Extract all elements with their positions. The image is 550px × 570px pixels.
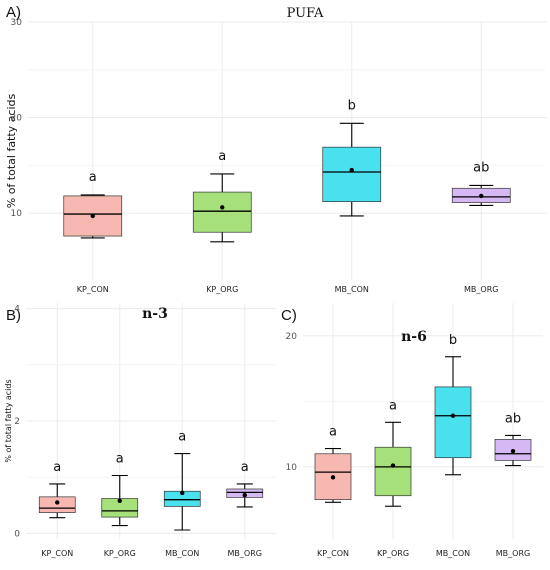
significance-letter: a [329, 425, 337, 440]
box-mb-org: ab MB_ORG [451, 160, 511, 294]
mean-point [90, 213, 95, 219]
box-kp-con: a KP_CON [314, 425, 352, 558]
panel-label: A) [6, 4, 21, 21]
y-tick-label: 10 [11, 209, 23, 219]
mean-point [450, 413, 456, 418]
mean-point [55, 500, 60, 505]
significance-letter: a [178, 430, 186, 445]
mean-point [349, 167, 354, 173]
box-kp-con: a KP_CON [38, 460, 76, 558]
significance-letter: a [389, 398, 397, 413]
x-tick-label: MB_ORG [464, 285, 498, 294]
box-kp-org: a KP_ORG [374, 398, 412, 558]
significance-letter: ab [505, 411, 521, 426]
significance-letter: a [53, 460, 61, 475]
x-tick-label: KP_CON [77, 285, 109, 294]
panel-c: C) n-6 10 20 a KP_CON a KP_ORG b MB_CON ab MB_ORG [281, 303, 543, 558]
significance-letter: b [348, 98, 356, 113]
y-tick-label: 20 [11, 114, 23, 124]
mean-point [390, 463, 396, 468]
y-tick-label: 20 [286, 332, 298, 342]
significance-letter: a [116, 452, 124, 467]
box-mb-con: b MB_CON [434, 333, 472, 558]
chart-title: n-6 [401, 329, 427, 345]
mean-point [220, 205, 225, 210]
y-tick-label: 30 [11, 18, 23, 28]
box-mb-org: a MB_ORG [226, 460, 264, 558]
box-iqr [374, 446, 412, 497]
box-iqr [192, 191, 252, 233]
mean-point [242, 492, 247, 498]
box-mb-con: a MB_CON [163, 430, 201, 558]
box-kp-org: a KP_ORG [101, 452, 139, 558]
box-iqr [38, 496, 76, 513]
significance-letter: ab [473, 160, 489, 175]
x-tick-label: MB_CON [335, 285, 369, 294]
mean-point [510, 448, 516, 454]
x-tick-label: MB_CON [436, 549, 470, 558]
y-tick-label: 10 [286, 463, 298, 473]
x-tick-label: KP_ORG [104, 549, 136, 558]
chart-title: n-3 [142, 306, 168, 322]
y-axis-label: % of total fatty acids [4, 379, 13, 462]
significance-letter: b [449, 333, 457, 348]
panel-label: C) [281, 307, 297, 324]
mean-point [330, 475, 336, 480]
x-tick-label: KP_ORG [206, 285, 238, 294]
y-tick-label: 2 [14, 417, 20, 427]
mean-point [117, 498, 122, 503]
box-mb-org: ab MB_ORG [494, 411, 532, 558]
y-axis-label: % of total fatty acids [5, 93, 18, 208]
x-tick-label: MB_ORG [228, 549, 262, 558]
panel-label: B) [6, 307, 21, 324]
x-tick-label: KP_CON [41, 549, 73, 558]
significance-letter: a [89, 170, 97, 185]
box-mb-con: b MB_CON [322, 98, 382, 294]
x-tick-label: KP_CON [317, 549, 349, 558]
y-tick-label: 0 [14, 529, 20, 539]
significance-letter: a [241, 460, 249, 475]
panel-b: B) n-3 % of total fatty acids 0 2 4 a KP_CON a KP… [4, 303, 276, 558]
mean-point [479, 193, 484, 199]
box-iqr [101, 498, 139, 518]
box-kp-con: a KP_CON [63, 170, 123, 294]
box-iqr [434, 386, 472, 459]
significance-letter: a [218, 149, 226, 164]
chart-title: PUFA [287, 6, 324, 21]
mean-point [180, 490, 185, 496]
box-iqr [322, 146, 382, 202]
x-tick-label: KP_ORG [377, 549, 409, 558]
x-tick-label: MB_ORG [496, 549, 530, 558]
x-tick-label: MB_CON [165, 549, 199, 558]
y-tick-label: 4 [14, 305, 20, 315]
box-kp-org: a KP_ORG [192, 149, 252, 294]
